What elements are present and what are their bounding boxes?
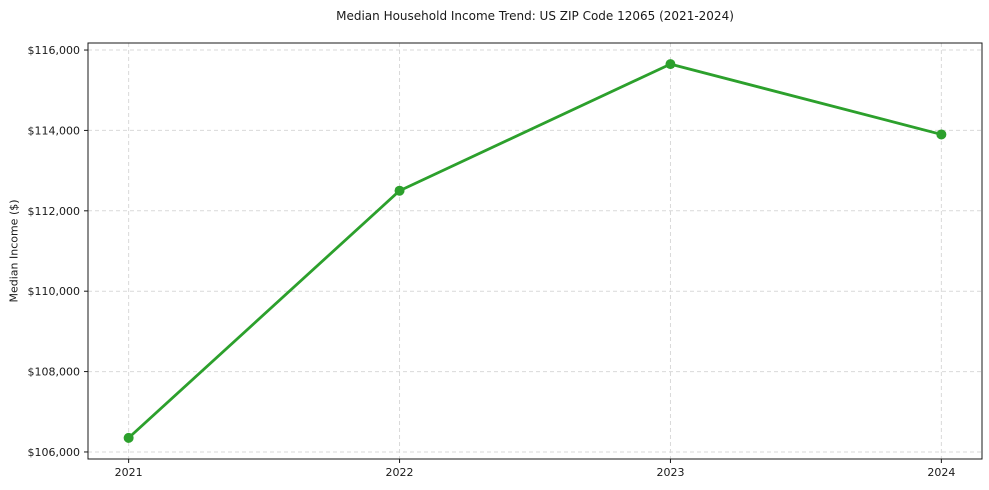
y-tick-label: $112,000 (28, 205, 81, 218)
x-tick-label: 2023 (656, 466, 684, 479)
data-point (394, 185, 405, 196)
y-tick-label: $110,000 (28, 285, 81, 298)
x-tick-label: 2024 (927, 466, 955, 479)
chart-title: Median Household Income Trend: US ZIP Co… (336, 9, 734, 23)
x-tick-label: 2021 (115, 466, 143, 479)
data-point (123, 432, 134, 443)
trend-line (127, 62, 943, 440)
x-tick-label: 2022 (386, 466, 414, 479)
y-tick-label: $106,000 (28, 446, 81, 459)
data-point (936, 129, 947, 140)
y-tick-label: $108,000 (28, 366, 81, 379)
plot-border (87, 42, 983, 460)
y-tick-label: $116,000 (28, 44, 81, 57)
data-point (665, 59, 676, 70)
y-tick-label: $114,000 (28, 124, 81, 137)
